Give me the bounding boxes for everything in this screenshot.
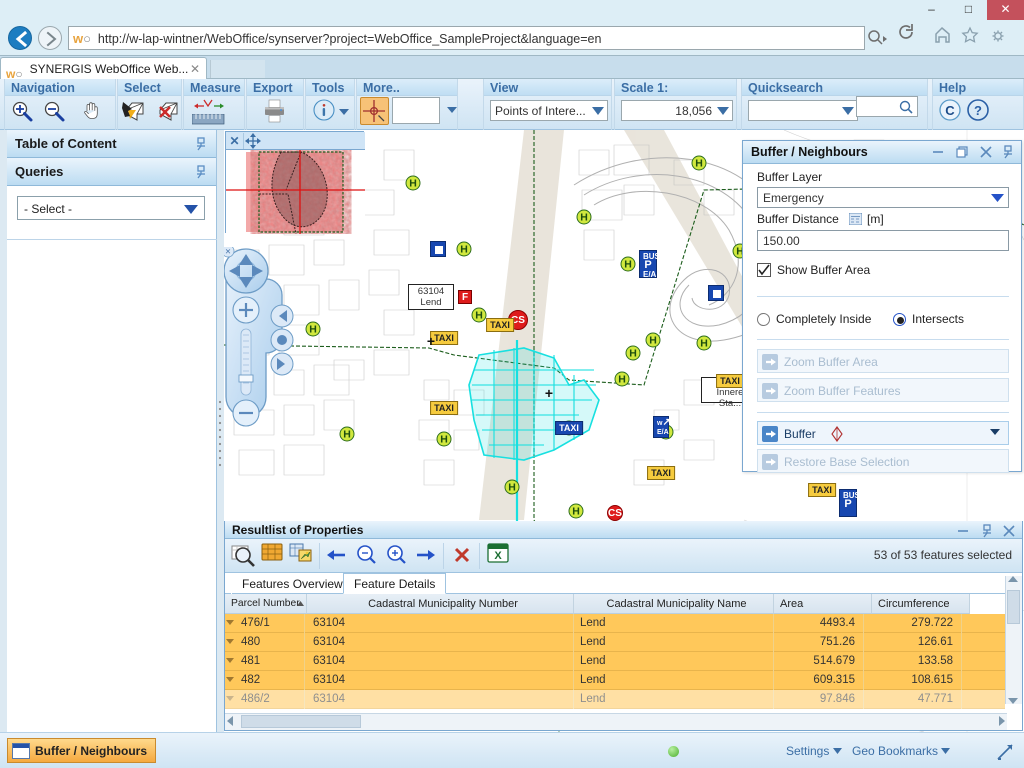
svg-text:?: ? <box>974 103 982 118</box>
svg-text:C: C <box>945 103 955 118</box>
svg-text:✕: ✕ <box>225 247 231 256</box>
svg-text:X: X <box>494 550 502 562</box>
